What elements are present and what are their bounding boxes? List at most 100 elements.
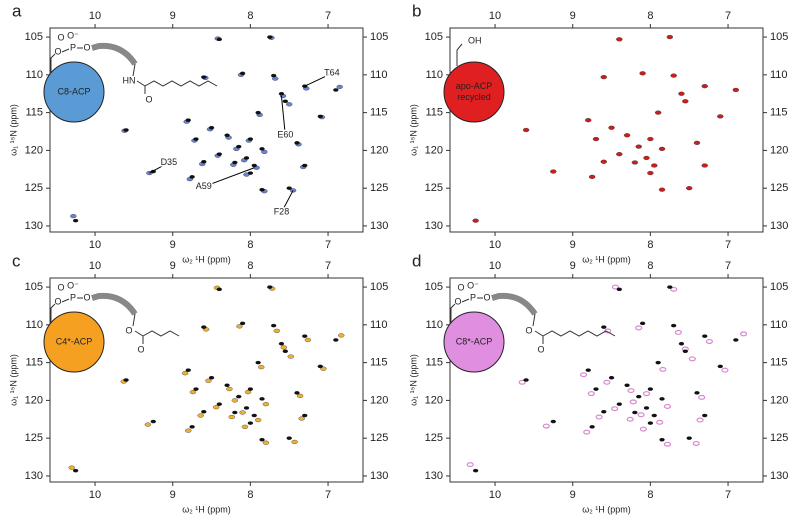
peak bbox=[686, 186, 693, 191]
panel-letter: d bbox=[412, 251, 421, 270]
peak bbox=[247, 137, 253, 141]
x-tick-label: 7 bbox=[725, 239, 731, 251]
y-axis-label: ω₁ ¹⁵N (ppm) bbox=[408, 104, 418, 156]
peak bbox=[739, 331, 748, 337]
atom-label: O⁻ bbox=[67, 30, 79, 40]
peak bbox=[635, 144, 642, 149]
atom-label: O bbox=[483, 292, 490, 302]
peak bbox=[247, 387, 253, 391]
peak bbox=[522, 127, 530, 133]
pantetheine-arm bbox=[91, 42, 138, 66]
y-tick-label: 110 bbox=[25, 69, 43, 81]
peak bbox=[232, 160, 238, 165]
peak bbox=[224, 383, 230, 387]
y-tick-label: 130 bbox=[25, 220, 43, 232]
peak bbox=[259, 397, 265, 401]
peak bbox=[611, 406, 619, 412]
panel: a 10 10 9 9 8 8 7 7 105 105 110 110 115 115 120 120 125 12… bbox=[8, 1, 388, 264]
acp-label: C4*-ACP bbox=[56, 336, 93, 346]
bond bbox=[532, 313, 536, 327]
x-axis-label: ω₂ ¹H (ppm) bbox=[582, 504, 631, 514]
peak bbox=[201, 75, 207, 79]
peak bbox=[608, 376, 615, 380]
peak bbox=[616, 152, 623, 157]
peak bbox=[226, 386, 233, 392]
x-tick-label-top: 9 bbox=[170, 10, 176, 22]
peak bbox=[224, 133, 230, 137]
peak bbox=[302, 163, 308, 168]
panel-letter: b bbox=[412, 1, 421, 20]
peak bbox=[647, 136, 654, 142]
peak bbox=[642, 391, 651, 397]
x-axis-label: ω₂ ¹H (ppm) bbox=[182, 504, 231, 514]
peak bbox=[70, 214, 77, 219]
peak bbox=[585, 368, 591, 372]
peak bbox=[185, 118, 191, 122]
peak bbox=[261, 149, 268, 155]
peak bbox=[696, 417, 704, 423]
peak bbox=[236, 324, 243, 329]
peak bbox=[282, 99, 288, 103]
y-tick-label-right: 115 bbox=[370, 107, 388, 119]
linker bbox=[456, 43, 463, 66]
peak bbox=[627, 388, 635, 394]
peak bbox=[181, 371, 189, 376]
atom-label: P bbox=[70, 42, 76, 52]
peak bbox=[123, 378, 129, 382]
x-tick-label-top: 8 bbox=[647, 10, 653, 22]
linker bbox=[50, 47, 83, 72]
y-tick-label: 105 bbox=[25, 31, 43, 43]
annotation: F28 bbox=[274, 207, 290, 217]
annotation-arrow bbox=[304, 72, 333, 87]
y-tick-label-right: 125 bbox=[370, 432, 388, 444]
peak bbox=[692, 440, 700, 446]
acp-label: C8*-ACP bbox=[456, 336, 493, 346]
peak bbox=[255, 360, 261, 365]
peak bbox=[601, 325, 607, 329]
atom-label: O bbox=[537, 344, 544, 354]
peak bbox=[717, 364, 723, 369]
panel: c 10 10 9 9 8 8 7 7 105 105 110 110 115 115 120 120 125 12… bbox=[8, 251, 388, 514]
panel: d 10 10 9 9 8 8 7 7 105 105 110 110 115 115 120 120 125 12… bbox=[408, 251, 788, 514]
peak bbox=[338, 333, 345, 338]
peak bbox=[701, 163, 708, 168]
x-tick-label-top: 10 bbox=[89, 10, 101, 22]
peak bbox=[282, 349, 288, 353]
y-tick-label: 130 bbox=[425, 220, 443, 232]
peak bbox=[659, 397, 665, 401]
peak bbox=[197, 413, 204, 418]
pantetheine-arm bbox=[491, 292, 538, 316]
annotation-arrow bbox=[281, 190, 294, 213]
y-axis-label: ω₁ ¹⁵N (ppm) bbox=[8, 354, 18, 406]
linker bbox=[450, 297, 483, 322]
bond bbox=[132, 313, 136, 327]
peak bbox=[267, 285, 273, 289]
peak bbox=[287, 354, 294, 359]
peak bbox=[298, 416, 305, 421]
x-tick-label-top: 10 bbox=[89, 260, 101, 272]
atom-label: O bbox=[83, 42, 90, 52]
peak bbox=[216, 287, 222, 292]
y-tick-label-right: 130 bbox=[370, 220, 388, 232]
peak bbox=[686, 436, 692, 440]
annotation: T64 bbox=[324, 68, 340, 78]
peak bbox=[659, 366, 667, 372]
y-tick-label: 110 bbox=[425, 319, 443, 331]
x-tick-label: 10 bbox=[489, 239, 501, 251]
peak bbox=[304, 337, 312, 343]
peak bbox=[702, 413, 708, 418]
peak bbox=[236, 144, 242, 149]
peak bbox=[616, 37, 623, 42]
peak bbox=[262, 440, 270, 445]
peak bbox=[472, 218, 479, 223]
peak bbox=[698, 394, 706, 400]
y-tick-label-right: 130 bbox=[370, 470, 388, 482]
peak bbox=[643, 406, 650, 410]
x-tick-label: 9 bbox=[170, 489, 176, 501]
peak bbox=[336, 84, 343, 90]
peak bbox=[216, 402, 222, 406]
peak bbox=[694, 391, 700, 395]
peak bbox=[247, 171, 253, 175]
acp-label: apo-ACP bbox=[456, 81, 493, 91]
y-tick-label-right: 115 bbox=[770, 107, 788, 119]
